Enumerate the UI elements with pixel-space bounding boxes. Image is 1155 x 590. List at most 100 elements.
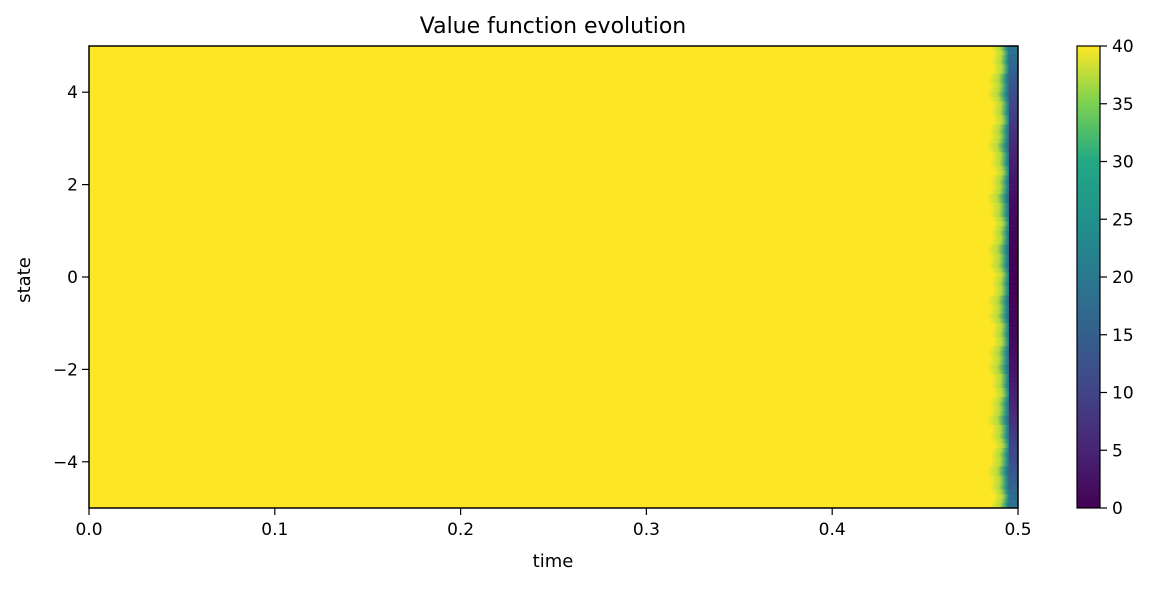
heatmap-cell [990, 203, 1018, 209]
heatmap-cell [989, 161, 1018, 167]
heatmap-cell [1009, 489, 1018, 495]
heatmap-cell [987, 263, 1018, 269]
heatmap-cell [986, 249, 1018, 255]
plot-area [89, 46, 1018, 508]
heatmap-cell [1009, 207, 1018, 213]
heatmap-cell [987, 244, 1018, 250]
colorbar-tick-label: 0 [1112, 499, 1123, 519]
heatmap-cell [1009, 434, 1018, 440]
heatmap-cell [1009, 420, 1018, 426]
heatmap-cell [990, 59, 1018, 66]
heatmap-cell [992, 337, 1018, 343]
heatmap-cell [1009, 503, 1018, 508]
heatmap-cell [989, 410, 1018, 417]
heatmap-cell [1009, 87, 1018, 93]
colorbar-tick-label: 35 [1112, 95, 1134, 115]
heatmap-cell [992, 69, 1018, 75]
heatmap-cell [1009, 170, 1018, 176]
heatmap-transition-band [986, 46, 1018, 508]
heatmap-cell [990, 424, 1018, 431]
heatmap-cell [990, 230, 1018, 237]
heatmap-cell [1009, 133, 1018, 139]
heatmap-cell [989, 253, 1018, 260]
heatmap-cell [989, 475, 1018, 481]
heatmap-cell [986, 415, 1018, 421]
heatmap-cell [991, 152, 1018, 158]
heatmap-cell [986, 471, 1018, 477]
heatmap-plateau [89, 46, 1018, 508]
heatmap-cell [1009, 457, 1018, 463]
heatmap-cell [1009, 161, 1018, 167]
heatmap-cell [990, 110, 1018, 116]
heatmap-cell [1009, 360, 1018, 366]
heatmap-cell [1009, 267, 1018, 273]
heatmap-cell [991, 216, 1018, 223]
heatmap-cell [986, 143, 1018, 149]
heatmap-cell [1009, 290, 1018, 297]
heatmap-cell [1009, 424, 1018, 431]
y-axis-label: state [14, 257, 35, 303]
heatmap-cell [1009, 337, 1018, 343]
heatmap-cell [989, 179, 1018, 186]
heatmap-cell [993, 392, 1018, 398]
heatmap-cell [994, 221, 1018, 227]
heatmap-cell [990, 332, 1018, 338]
heatmap-cell [1009, 272, 1018, 278]
heatmap-cell [1009, 240, 1018, 246]
heatmap-cell [990, 240, 1018, 246]
heatmap-cell [1009, 346, 1018, 352]
heatmap-cell [993, 341, 1018, 347]
heatmap-cell [1009, 249, 1018, 255]
heatmap-cell [1009, 263, 1018, 269]
heatmap-cell [991, 327, 1018, 334]
heatmap-cell [1009, 295, 1018, 301]
heatmap-cell [1009, 92, 1018, 98]
heatmap-cell [1009, 46, 1018, 52]
heatmap-cell [989, 434, 1018, 440]
heatmap-cell [990, 383, 1018, 389]
x-tick-label: 0.0 [75, 520, 102, 540]
heatmap-cell [1009, 203, 1018, 209]
heatmap-cell [991, 374, 1018, 380]
heatmap-cell [990, 461, 1018, 468]
heatmap-cell [987, 198, 1018, 204]
colorbar-tick-label: 25 [1112, 210, 1134, 230]
heatmap-cell [1009, 198, 1018, 204]
heatmap-cell [991, 489, 1018, 495]
heatmap-cell [988, 309, 1018, 315]
y-axis: −4 −2 0 2 4 [53, 83, 89, 473]
heatmap-cell [990, 133, 1018, 139]
heatmap-cell [992, 498, 1018, 504]
heatmap-cell [1009, 230, 1018, 237]
heatmap-cell [1009, 277, 1018, 283]
heatmap-cell [1009, 443, 1018, 449]
heatmap-cell [1009, 397, 1018, 403]
colorbar-fill [1077, 46, 1100, 508]
heatmap-cell [1009, 96, 1018, 103]
colorbar-ticks: 0 5 10 15 20 25 30 35 40 [1100, 37, 1134, 519]
heatmap-cell [990, 184, 1018, 190]
heatmap-cell [1009, 253, 1018, 260]
heatmap-cell [1009, 129, 1018, 135]
heatmap-cell [1009, 64, 1018, 70]
heatmap-cell [1009, 212, 1018, 218]
colorbar-tick-label: 10 [1112, 384, 1134, 404]
heatmap-cell [987, 300, 1018, 306]
heatmap-cell [992, 277, 1018, 283]
heatmap-cell [990, 46, 1018, 52]
heatmap-cell [1009, 281, 1018, 287]
heatmap-cell [1009, 364, 1018, 370]
heatmap-cell [1009, 119, 1018, 126]
heatmap-cell [1009, 383, 1018, 389]
colorbar: 0 5 10 15 20 25 30 35 40 [1076, 37, 1134, 519]
heatmap-cell [1009, 193, 1018, 200]
heatmap-cell [990, 457, 1018, 463]
heatmap-cell [994, 170, 1018, 176]
heatmap-cell [1009, 461, 1018, 468]
y-tick-label: −4 [53, 453, 78, 473]
heatmap-cell [991, 175, 1018, 181]
heatmap-cell [1009, 300, 1018, 306]
heatmap-cell [989, 207, 1018, 213]
heatmap-cell [1009, 147, 1018, 153]
